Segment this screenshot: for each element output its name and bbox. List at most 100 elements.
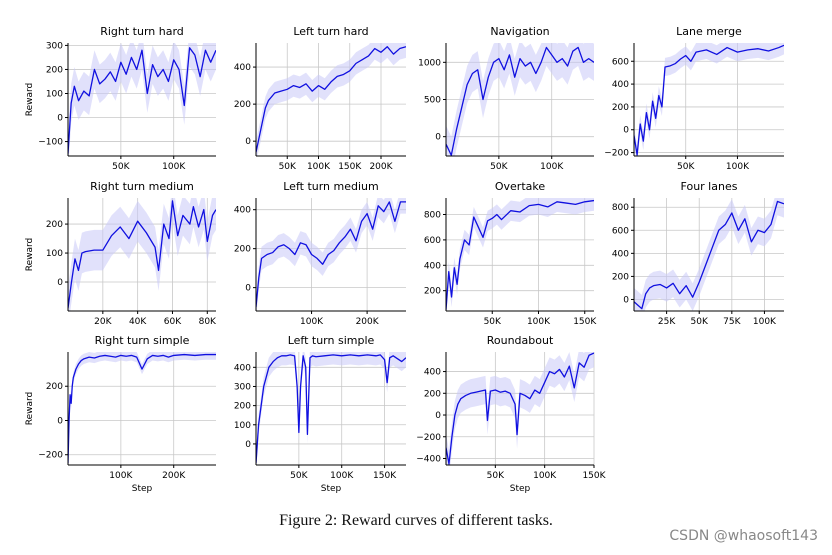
x-tick-label: 200K bbox=[369, 162, 393, 172]
y-tick-label: −400 bbox=[416, 454, 441, 464]
panel-title: Right turn hard bbox=[100, 25, 184, 38]
y-tick-label: 200 bbox=[234, 100, 251, 110]
y-tick-label: −200 bbox=[604, 149, 629, 159]
y-tick-label: 400 bbox=[234, 206, 251, 216]
y-tick-label: 0 bbox=[623, 295, 629, 305]
confidence-band bbox=[68, 352, 216, 465]
reward-line bbox=[634, 200, 784, 310]
y-tick-label: 200 bbox=[612, 103, 629, 113]
figure-caption: Figure 2: Reward curves of different tas… bbox=[279, 512, 553, 529]
panel-title: Left turn simple bbox=[288, 334, 375, 347]
y-tick-label: 300 bbox=[234, 382, 251, 392]
y-tick-label: 200 bbox=[46, 382, 63, 392]
chart-panel-6: 100K 200K 0 200 400 Left turn medium bbox=[234, 180, 406, 327]
y-tick-label: 600 bbox=[612, 57, 629, 67]
y-tick-label: 200 bbox=[234, 402, 251, 412]
y-tick-label: 100 bbox=[234, 421, 251, 431]
reward-line bbox=[446, 352, 594, 465]
y-tick-label: 0 bbox=[245, 440, 251, 450]
y-tick-label: 0 bbox=[57, 114, 63, 124]
chart-panel-10: 50K 100K 150K 0 100 200 300 400 Left turn simple… bbox=[234, 334, 406, 494]
x-tick-label: 100K bbox=[533, 471, 557, 481]
confidence-band bbox=[446, 198, 594, 311]
x-tick-label: 150K bbox=[373, 471, 397, 481]
x-axis-label: Step bbox=[510, 484, 531, 494]
x-tick-label: 50K bbox=[487, 471, 505, 481]
panel-title: Lane merge bbox=[676, 25, 742, 38]
y-tick-label: −100 bbox=[38, 138, 63, 148]
y-tick-label: 0 bbox=[245, 284, 251, 294]
x-axis-label: Step bbox=[321, 484, 342, 494]
y-tick-label: 200 bbox=[424, 389, 441, 399]
reward-line bbox=[68, 200, 216, 309]
confidence-band bbox=[68, 198, 216, 311]
x-tick-label: 75K bbox=[723, 317, 741, 327]
x-tick-label: 150K bbox=[338, 162, 362, 172]
chart-panel-1: 50K 100K −100 0 100 200 300 Right turn hard Rewa… bbox=[25, 25, 216, 172]
x-tick-label: 100K bbox=[300, 317, 324, 327]
chart-panel-11: 50K 100K 150K −400 −200 0 200 400 Roundabout Step bbox=[416, 334, 606, 494]
x-tick-label: 60K bbox=[164, 317, 182, 327]
y-tick-label: 400 bbox=[234, 363, 251, 373]
x-tick-label: 50K bbox=[279, 162, 297, 172]
y-tick-label: 200 bbox=[234, 245, 251, 255]
y-tick-label: 800 bbox=[424, 211, 441, 221]
reward-line bbox=[256, 201, 406, 308]
chart-panel-3: 50K 100K 0 500 1000 Navigation bbox=[418, 25, 594, 172]
chart-panel-2: 50K 100K 150K 200K 0 200 400 Left turn hard bbox=[234, 25, 406, 172]
reward-line bbox=[68, 47, 216, 154]
confidence-band bbox=[446, 352, 594, 465]
y-tick-label: 0 bbox=[245, 137, 251, 147]
confidence-band bbox=[634, 43, 784, 156]
panel-title: Overtake bbox=[495, 180, 545, 193]
x-tick-label: 150K bbox=[573, 317, 597, 327]
chart-panel-5: 20K 40K 60K 80K 0 100 200 Right turn medium Rewa… bbox=[25, 180, 217, 327]
y-axis-label: Reward bbox=[25, 238, 35, 272]
x-tick-label: 100K bbox=[726, 162, 750, 172]
y-tick-label: 1000 bbox=[418, 58, 441, 68]
x-tick-label: 100K bbox=[527, 317, 551, 327]
y-tick-label: −200 bbox=[416, 433, 441, 443]
confidence-band bbox=[256, 352, 406, 465]
x-tick-label: 100K bbox=[162, 162, 186, 172]
x-tick-label: 100K bbox=[109, 471, 133, 481]
y-tick-label: 200 bbox=[46, 65, 63, 75]
y-tick-label: 0 bbox=[435, 411, 441, 421]
x-tick-label: 20K bbox=[94, 317, 112, 327]
panel-title: Roundabout bbox=[487, 334, 554, 347]
panel-title: Left turn medium bbox=[283, 180, 378, 193]
y-tick-label: 200 bbox=[612, 272, 629, 282]
x-tick-label: 100K bbox=[307, 162, 331, 172]
reward-line bbox=[634, 44, 784, 156]
x-tick-label: 100K bbox=[330, 471, 354, 481]
x-tick-label: 200K bbox=[356, 317, 380, 327]
y-axis-label: Reward bbox=[25, 83, 35, 117]
x-tick-label: 80K bbox=[199, 317, 217, 327]
y-tick-label: 400 bbox=[612, 80, 629, 90]
watermark: CSDN @whaosoft143 bbox=[669, 528, 818, 544]
y-tick-label: 100 bbox=[46, 89, 63, 99]
x-tick-label: 100K bbox=[540, 162, 564, 172]
y-tick-label: 200 bbox=[46, 220, 63, 230]
y-tick-label: 0 bbox=[57, 416, 63, 426]
y-axis-label: Reward bbox=[25, 392, 35, 426]
x-tick-label: 50K bbox=[484, 317, 502, 327]
confidence-band bbox=[446, 43, 594, 156]
reward-line bbox=[446, 46, 594, 156]
x-tick-label: 25K bbox=[658, 317, 676, 327]
y-tick-label: 400 bbox=[234, 63, 251, 73]
y-tick-label: 400 bbox=[424, 368, 441, 378]
panel-title: Left turn hard bbox=[293, 25, 368, 38]
x-tick-label: 50K bbox=[490, 162, 508, 172]
y-tick-label: 600 bbox=[612, 226, 629, 236]
x-tick-label: 50K bbox=[677, 162, 695, 172]
y-tick-label: 400 bbox=[612, 249, 629, 259]
y-tick-label: 800 bbox=[612, 203, 629, 213]
y-tick-label: 0 bbox=[57, 278, 63, 288]
chart-panel-4: 50K 100K −200 0 200 400 600 Lane merge bbox=[604, 25, 784, 172]
chart-panel-7: 50K 100K 150K 200 400 600 800 Overtake bbox=[424, 180, 598, 327]
x-axis-label: Step bbox=[132, 484, 153, 494]
y-tick-label: 300 bbox=[46, 41, 63, 51]
y-tick-label: 500 bbox=[424, 96, 441, 106]
